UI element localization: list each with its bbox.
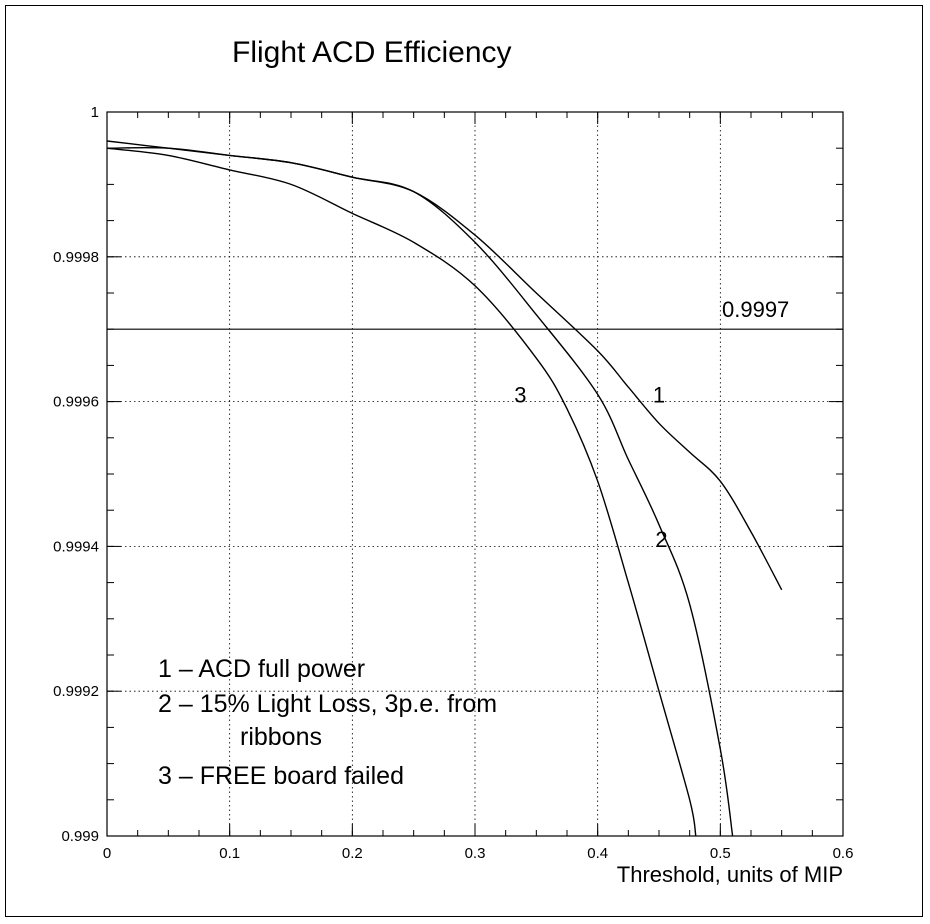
legend-entry-2: 2 – 15% Light Loss, 3p.e. from <box>158 690 497 718</box>
x-axis-label: Threshold, units of MIP <box>617 862 843 887</box>
curve-label-3: 3 <box>514 382 526 407</box>
y-tick-label: 1 <box>91 104 99 121</box>
x-tick-label: 0.4 <box>587 845 608 862</box>
legend-entry-3: 3 – FREE board failed <box>158 762 404 790</box>
reference-line-label: 0.9997 <box>722 297 789 322</box>
series-line-2 <box>107 148 733 836</box>
x-tick-label: 0.2 <box>342 845 363 862</box>
x-tick-label: 0.5 <box>710 845 731 862</box>
x-tick-label: 0.1 <box>219 845 240 862</box>
x-tick-labels: 0 0.1 0.2 0.3 0.4 0.5 0.6 <box>103 845 854 862</box>
y-tick-label: 0.9996 <box>53 394 99 411</box>
legend-entry-2-cont: ribbons <box>240 723 322 751</box>
y-tick-label: 0.9998 <box>53 249 99 266</box>
y-tick-label: 0.9994 <box>53 538 99 555</box>
curve-label-1: 1 <box>653 382 665 407</box>
y-tick-label: 0.9992 <box>53 683 99 700</box>
curve-label-2: 2 <box>655 527 667 552</box>
legend-entry-1: 1 – ACD full power <box>158 655 365 683</box>
chart-title: Flight ACD Efficiency <box>232 36 512 69</box>
legend: 1 – ACD full power 2 – 15% Light Loss, 3… <box>158 655 497 790</box>
x-tick-label: 0 <box>103 845 111 862</box>
series-line-1 <box>107 141 782 590</box>
y-tick-label: 0.999 <box>61 828 99 845</box>
series-line-3 <box>107 148 696 836</box>
x-tick-label: 0.6 <box>833 845 854 862</box>
y-tick-labels: 0.999 0.9992 0.9994 0.9996 0.9998 1 <box>53 104 99 845</box>
series-lines <box>107 141 782 836</box>
x-tick-label: 0.3 <box>465 845 486 862</box>
curve-labels: 1 2 3 <box>514 382 667 552</box>
grid-lines <box>107 112 843 836</box>
